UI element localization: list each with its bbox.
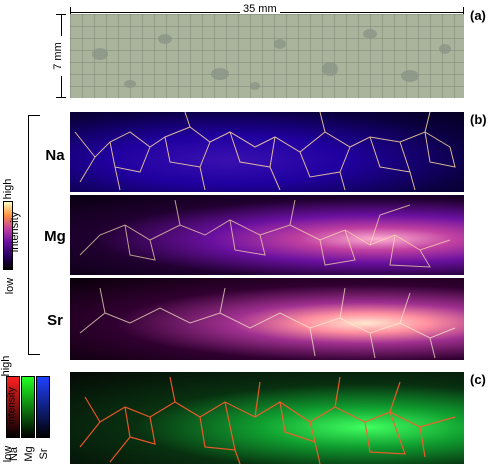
colorbar-c-blue xyxy=(36,376,50,438)
height-scale-label: 7 mm xyxy=(52,36,64,76)
sr-map xyxy=(70,278,464,360)
width-scale-label: 35 mm xyxy=(240,3,280,15)
map-bracket xyxy=(28,115,40,355)
panel-label-a: (a) xyxy=(470,8,486,23)
colorbar-b-low: low xyxy=(4,277,16,295)
channel-label-na: Na xyxy=(8,446,20,462)
colorbar-b-title: intensity xyxy=(9,211,21,253)
colorbar-c xyxy=(6,376,50,438)
colorbar-c-red xyxy=(6,376,20,438)
panel-label-c: (c) xyxy=(470,372,486,387)
rgb-grain-boundaries xyxy=(79,376,456,464)
na-map xyxy=(70,112,464,192)
colorbar-c-green xyxy=(21,376,35,438)
na-grain-boundaries xyxy=(74,112,456,191)
sr-grain-boundaries xyxy=(79,287,456,359)
channel-label-sr: Sr xyxy=(38,448,50,460)
colorbar-c-title: intensity xyxy=(6,387,18,424)
channel-label-mg: Mg xyxy=(23,446,35,462)
colorbar-b xyxy=(3,201,13,270)
optical-sample-image xyxy=(70,14,464,98)
mg-map xyxy=(70,195,464,275)
colorbar-b-high: high xyxy=(2,178,14,200)
element-label-mg: Mg xyxy=(44,228,66,245)
mg-grain-boundaries xyxy=(79,199,451,268)
rgb-overlay-map xyxy=(70,372,464,464)
panel-label-b: (b) xyxy=(470,112,487,127)
element-label-na: Na xyxy=(45,147,65,164)
element-label-sr: Sr xyxy=(47,312,63,329)
